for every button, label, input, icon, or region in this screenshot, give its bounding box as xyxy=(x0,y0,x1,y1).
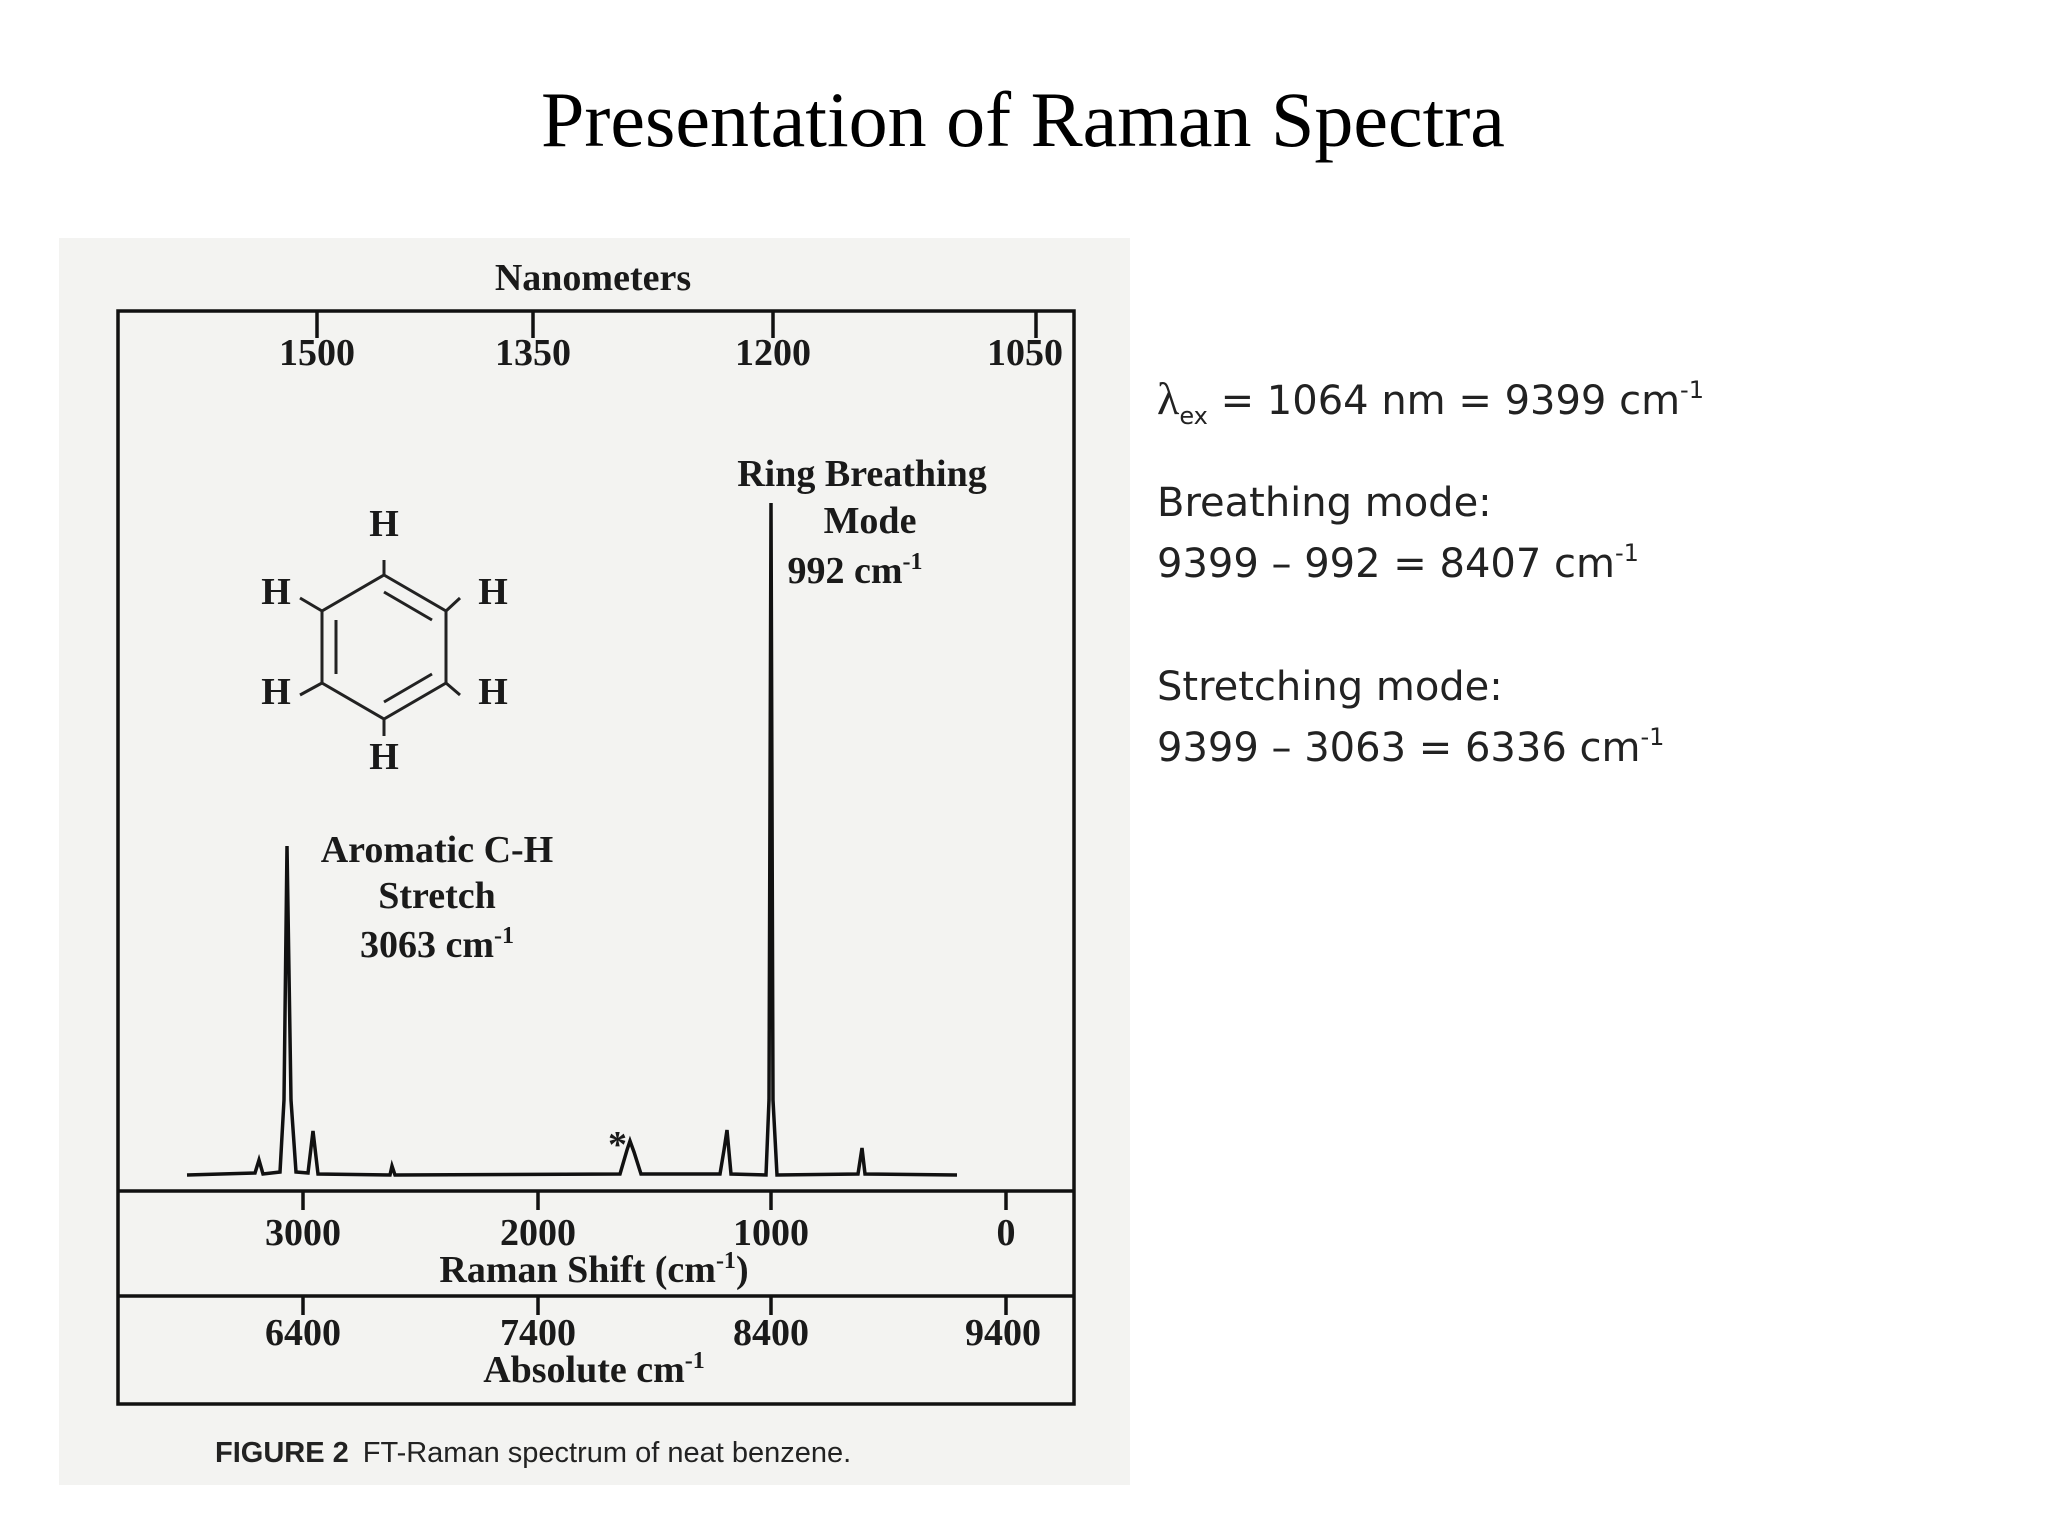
figure-panel xyxy=(59,238,1130,1485)
caption: FIGURE 2 FT-Raman spectrum of neat benzen… xyxy=(215,1437,851,1469)
atom: H xyxy=(478,671,508,713)
caption-label: FIGURE 2 xyxy=(215,1437,349,1469)
axis-title: Raman Shift (cm-1) xyxy=(439,1248,748,1291)
superscript: -1 xyxy=(685,1348,705,1374)
slide-title: Presentation of Raman Spectra xyxy=(541,76,1505,163)
tick-label: 6400 xyxy=(265,1312,341,1354)
axis-title: Absolute cm-1 xyxy=(483,1348,705,1391)
annotation: 3063 cm-1 xyxy=(360,923,514,966)
note-heading: Stretching mode: xyxy=(1157,664,1503,710)
note-text: 9399 – 3063 = 6336 cm xyxy=(1157,725,1640,771)
caption-text: FT-Raman spectrum of neat benzene. xyxy=(363,1437,851,1469)
axis-title-text: Raman Shift (cm xyxy=(439,1249,716,1291)
tick-label: 1000 xyxy=(733,1212,809,1254)
note: 9399 – 992 = 8407 cm-1 xyxy=(1157,539,1639,587)
annotation: Aromatic C-H xyxy=(321,829,554,871)
superscript: -1 xyxy=(903,549,923,575)
axis-title-text: Absolute cm xyxy=(483,1349,685,1391)
tick-label: 8400 xyxy=(733,1312,809,1354)
annotation: Mode xyxy=(824,500,917,542)
superscript: -1 xyxy=(1680,376,1704,404)
annotation: Ring Breathing xyxy=(737,453,987,495)
figure-frame xyxy=(116,309,1076,1406)
note-heading: Breathing mode: xyxy=(1157,480,1492,526)
note-text: 9399 – 992 = 8407 cm xyxy=(1157,541,1615,587)
subscript: ex xyxy=(1179,402,1208,430)
note-text: = 1064 nm = 9399 cm xyxy=(1208,378,1680,424)
atom: H xyxy=(369,503,399,545)
axis-title: Nanometers xyxy=(495,257,691,299)
atom: H xyxy=(369,736,399,778)
annotation-text: 992 cm xyxy=(787,550,902,592)
tick-label: 1350 xyxy=(495,332,571,374)
asterisk: * xyxy=(608,1124,627,1166)
superscript: -1 xyxy=(1640,723,1664,751)
note: 9399 – 3063 = 6336 cm-1 xyxy=(1157,723,1664,771)
tick-label: 1500 xyxy=(279,332,355,374)
tick-label: 7400 xyxy=(500,1312,576,1354)
tick-label: 9400 xyxy=(965,1312,1041,1354)
tick-label: 3000 xyxy=(265,1212,341,1254)
atom: H xyxy=(261,571,291,613)
tick-label: 1050 xyxy=(987,332,1063,374)
atom: H xyxy=(478,571,508,613)
superscript: -1 xyxy=(716,1248,736,1274)
spectrum xyxy=(186,502,958,1177)
tick-label: 2000 xyxy=(500,1212,576,1254)
symbol: λ xyxy=(1157,373,1180,424)
superscript: -1 xyxy=(1615,539,1639,567)
annotation-text: 3063 cm xyxy=(360,924,494,966)
annotation: 992 cm-1 xyxy=(787,549,922,592)
note: λex = 1064 nm = 9399 cm-1 xyxy=(1157,373,1704,430)
benzene xyxy=(299,560,462,736)
superscript: -1 xyxy=(494,923,514,949)
annotation: Stretch xyxy=(378,875,496,917)
tick-label: 0 xyxy=(997,1212,1016,1254)
atom: H xyxy=(261,671,291,713)
tick-label: 1200 xyxy=(735,332,811,374)
axis-title-text: ) xyxy=(736,1249,749,1291)
